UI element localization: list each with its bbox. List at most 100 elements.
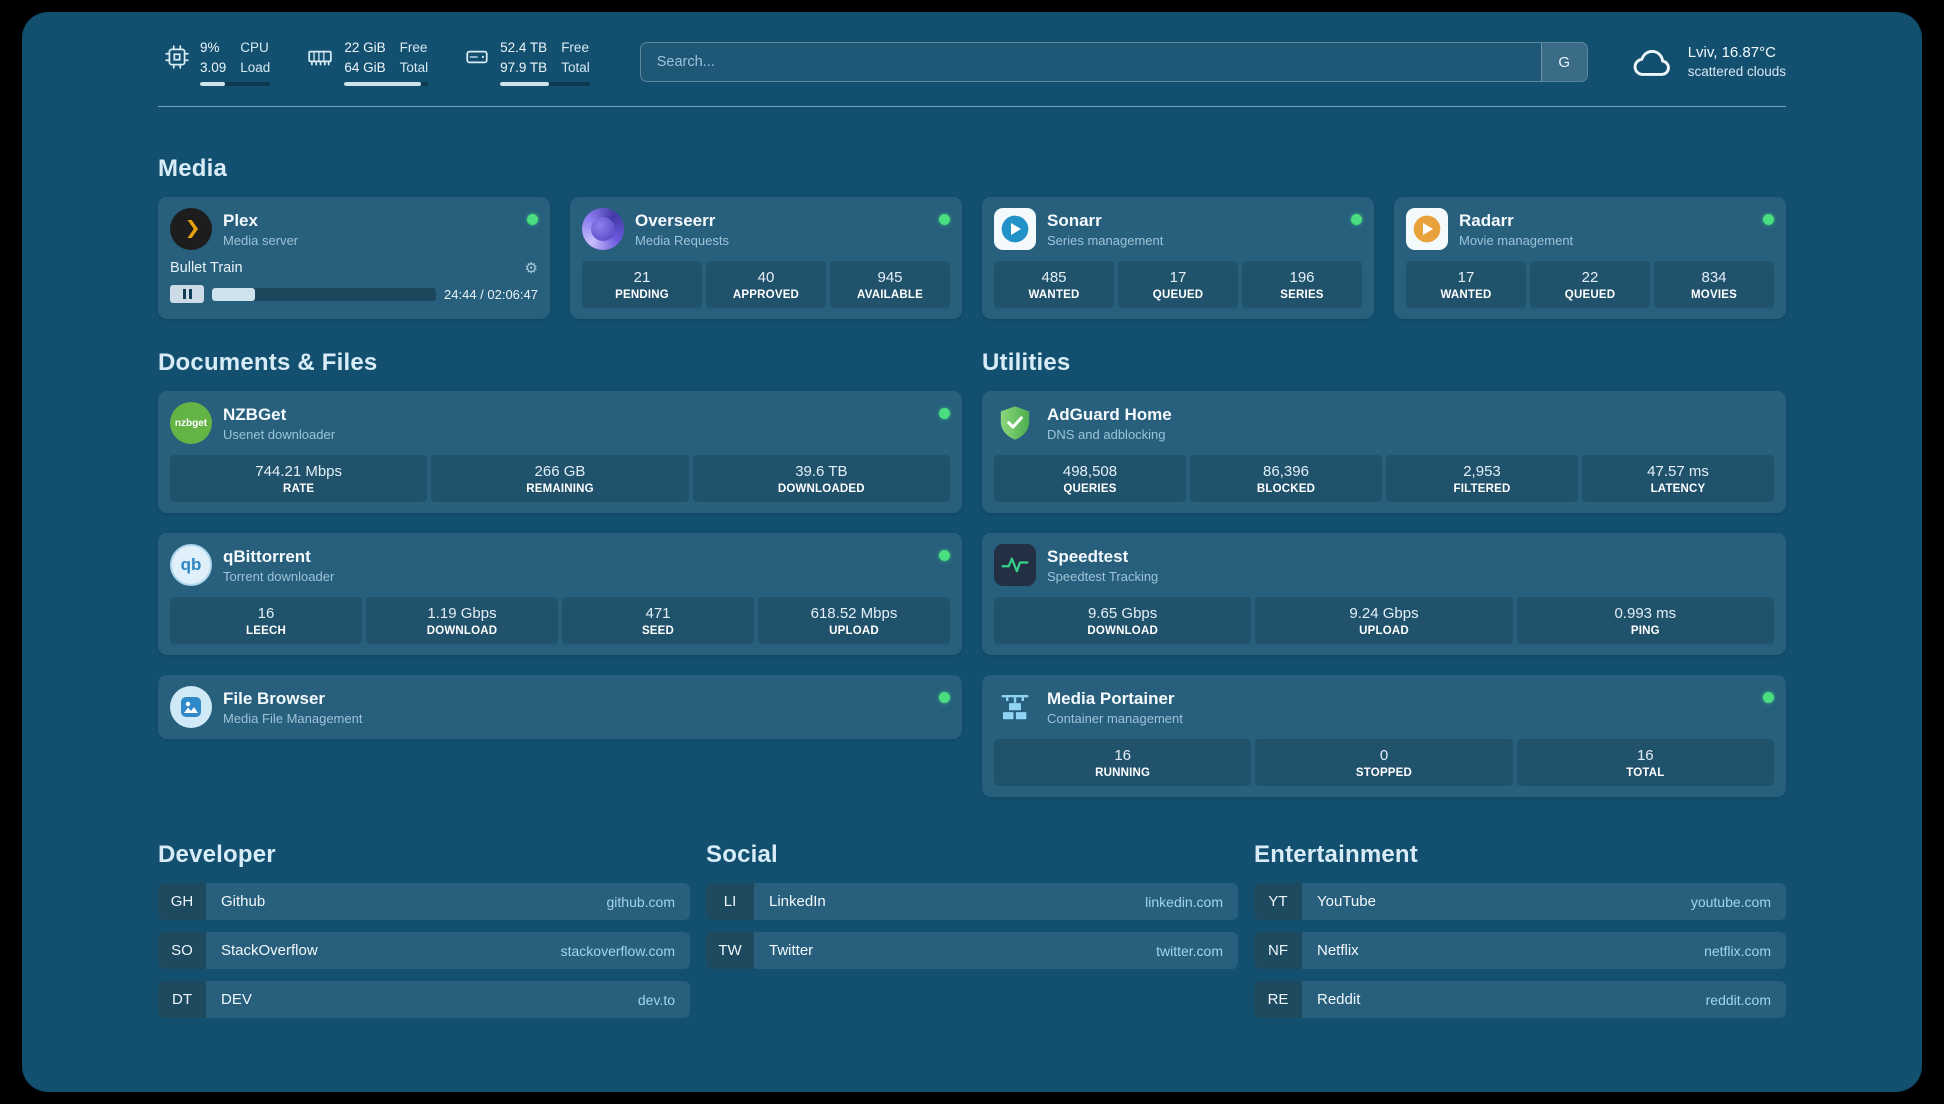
dashboard-frame: 9% 3.09 CPU Load [22, 12, 1922, 1092]
sonarr-status-dot [1351, 214, 1362, 226]
stat-remaining: 266 GB REMAINING [431, 455, 689, 503]
section-title-documents: Documents & Files [158, 349, 378, 377]
speedtest-pulse-icon [994, 544, 1036, 587]
qbittorrent-status-dot [939, 550, 950, 562]
stat-pending: 21 PENDING [582, 261, 702, 309]
bookmark-linkedin[interactable]: LI LinkedIn linkedin.com [706, 883, 1238, 921]
search-input[interactable] [640, 43, 1541, 82]
disk-usage-bar [500, 82, 590, 87]
settings-gear-icon[interactable]: ⚙ [524, 260, 538, 278]
filebrowser-status-dot [939, 692, 950, 704]
bookmark-dev[interactable]: DT DEV dev.to [158, 981, 690, 1019]
bookmark-reddit[interactable]: RE Reddit reddit.com [1254, 981, 1786, 1019]
section-utilities: Utilities [982, 349, 1786, 798]
speedtest-link[interactable]: Speedtest Speedtest Tracking [994, 544, 1774, 587]
filebrowser-subtitle: Media File Management [223, 711, 363, 727]
plex-icon [170, 208, 212, 251]
stat-wanted: 17 WANTED [1406, 261, 1526, 309]
cpu-icon [165, 45, 189, 69]
adguard-shield-icon [994, 402, 1036, 444]
plex-link[interactable]: Plex Media server [170, 208, 516, 251]
qbittorrent-card: qb qBittorrent Torrent downloader 16 LEE… [158, 533, 962, 656]
stat-blocked: 86,396 BLOCKED [1190, 455, 1382, 503]
disk-total-value: 97.9 TB [500, 59, 548, 75]
nzbget-card: nzbget NZBGet Usenet downloader 744.21 M… [158, 391, 962, 514]
stat-latency: 47.57 ms LATENCY [1582, 455, 1774, 503]
bookmark-github[interactable]: GH Github github.com [158, 883, 690, 921]
cpu-widget: 9% 3.09 CPU Load [164, 38, 271, 87]
stat-queued: 22 QUEUED [1530, 261, 1650, 309]
memory-free-label: Free [399, 40, 428, 55]
bookmark-group-title: Developer [158, 841, 276, 869]
memory-total-value: 64 GiB [344, 59, 386, 75]
bookmark-youtube[interactable]: YT YouTube youtube.com [1254, 883, 1786, 921]
weather-widget[interactable]: Lviv, 16.87°C scattered clouds [1630, 42, 1786, 82]
stat-running: 16 RUNNING [994, 739, 1252, 787]
stat-upload: 9.24 Gbps UPLOAD [1255, 597, 1513, 645]
nzbget-link[interactable]: nzbget NZBGet Usenet downloader [170, 402, 928, 445]
portainer-title: Media Portainer [1047, 689, 1175, 709]
cpu-load-label: Load [240, 59, 271, 75]
adguard-link[interactable]: AdGuard Home DNS and adblocking [994, 402, 1774, 444]
cpu-load-value: 3.09 [200, 59, 227, 75]
nzbget-status-dot [939, 408, 950, 420]
portainer-link[interactable]: Media Portainer Container management [994, 686, 1752, 728]
overseerr-card: Overseerr Media Requests 21 PENDING 40 A… [570, 197, 962, 320]
portainer-status-dot [1763, 692, 1774, 704]
radarr-card: Radarr Movie management 17 WANTED 22 QUE… [1394, 197, 1786, 320]
bookmark-group-entertainment: Entertainment YT YouTube youtube.com NF … [1254, 841, 1786, 1019]
stat-leech: 16 LEECH [170, 597, 362, 645]
adguard-title: AdGuard Home [1047, 405, 1172, 425]
overseerr-link[interactable]: Overseerr Media Requests [582, 208, 928, 251]
stat-download: 9.65 Gbps DOWNLOAD [994, 597, 1252, 645]
search-provider-button[interactable]: G [1540, 43, 1587, 82]
header-divider [158, 106, 1786, 108]
radarr-status-dot [1763, 214, 1774, 226]
stat-movies: 834 MOVIES [1654, 261, 1774, 309]
section-title-media: Media [158, 155, 228, 183]
bookmark-twitter[interactable]: TW Twitter twitter.com [706, 932, 1238, 970]
sonarr-subtitle: Series management [1047, 233, 1164, 249]
disk-widget: 52.4 TB 97.9 TB Free Total [464, 38, 590, 87]
filebrowser-icon [170, 686, 212, 729]
bookmark-stackoverflow[interactable]: SO StackOverflow stackoverflow.com [158, 932, 690, 970]
search-bar: G [639, 42, 1588, 83]
stat-approved: 40 APPROVED [706, 261, 826, 309]
radarr-title: Radarr [1459, 211, 1514, 231]
disk-icon [466, 50, 488, 64]
radarr-link[interactable]: Radarr Movie management [1406, 208, 1752, 251]
filebrowser-card: File Browser Media File Management [158, 675, 962, 740]
stat-ping: 0.993 ms PING [1516, 597, 1774, 645]
radarr-subtitle: Movie management [1459, 233, 1574, 249]
stat-stopped: 0 STOPPED [1255, 739, 1513, 787]
cpu-usage-label: CPU [240, 40, 269, 55]
top-bar: 9% 3.09 CPU Load [158, 38, 1786, 87]
cloud-icon [1633, 50, 1670, 76]
plex-status-dot [527, 214, 538, 226]
stat-queries: 498,508 QUERIES [994, 455, 1186, 503]
stat-queued: 17 QUEUED [1118, 261, 1238, 309]
sonarr-icon [994, 208, 1036, 251]
qbittorrent-icon: qb [170, 544, 212, 587]
sonarr-link[interactable]: Sonarr Series management [994, 208, 1340, 251]
filebrowser-link[interactable]: File Browser Media File Management [170, 686, 928, 729]
section-media: Media Plex Media server [158, 155, 1786, 320]
system-stats: 9% 3.09 CPU Load [164, 38, 590, 87]
adguard-subtitle: DNS and adblocking [1047, 427, 1166, 443]
stat-download: 1.19 Gbps DOWNLOAD [366, 597, 558, 645]
playback-progress-bar [212, 287, 437, 301]
memory-icon [308, 50, 333, 66]
bookmark-netflix[interactable]: NF Netflix netflix.com [1254, 932, 1786, 970]
stat-series: 196 SERIES [1242, 261, 1362, 309]
disk-free-value: 52.4 TB [500, 40, 548, 55]
nzbget-title: NZBGet [223, 405, 287, 425]
speedtest-card: Speedtest Speedtest Tracking 9.65 Gbps D… [982, 533, 1786, 656]
portainer-card: Media Portainer Container management 16 … [982, 675, 1786, 798]
memory-widget: 22 GiB 64 GiB Free Total [306, 38, 429, 87]
speedtest-title: Speedtest [1047, 547, 1129, 567]
pause-button[interactable] [170, 285, 204, 304]
qbittorrent-link[interactable]: qb qBittorrent Torrent downloader [170, 544, 928, 587]
overseerr-subtitle: Media Requests [635, 233, 729, 249]
stat-upload: 618.52 Mbps UPLOAD [758, 597, 950, 645]
nzbget-subtitle: Usenet downloader [223, 427, 336, 443]
